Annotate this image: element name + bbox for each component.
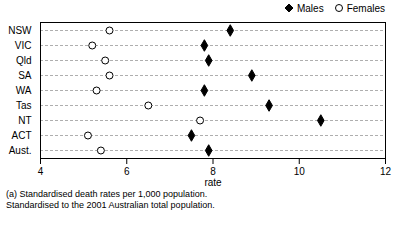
svg-text:Aust.: Aust.: [9, 145, 32, 156]
svg-text:rate: rate: [204, 177, 222, 188]
svg-text:ACT: ACT: [12, 130, 32, 141]
svg-text:NT: NT: [18, 115, 31, 126]
svg-text:NSW: NSW: [8, 25, 32, 36]
svg-text:Tas: Tas: [16, 100, 32, 111]
svg-text:6: 6: [124, 166, 130, 177]
svg-text:12: 12: [380, 166, 392, 177]
svg-text:Qld: Qld: [16, 55, 32, 66]
svg-text:WA: WA: [16, 85, 32, 96]
svg-text:4: 4: [38, 166, 44, 177]
html-text:(a) Standardised death rates p: (a) Standardised death rates per 1,000 p…: [6, 189, 208, 199]
html-text:Females: Females: [346, 2, 385, 14]
html-text:Standardised to the 2001 Austr: Standardised to the 2001 Australian tota…: [6, 200, 215, 210]
svg-text:10: 10: [294, 166, 306, 177]
html-text:Males: Males: [297, 2, 324, 14]
svg-text:VIC: VIC: [15, 40, 32, 51]
svg-text:8: 8: [210, 166, 216, 177]
svg-text:SA: SA: [18, 70, 32, 81]
